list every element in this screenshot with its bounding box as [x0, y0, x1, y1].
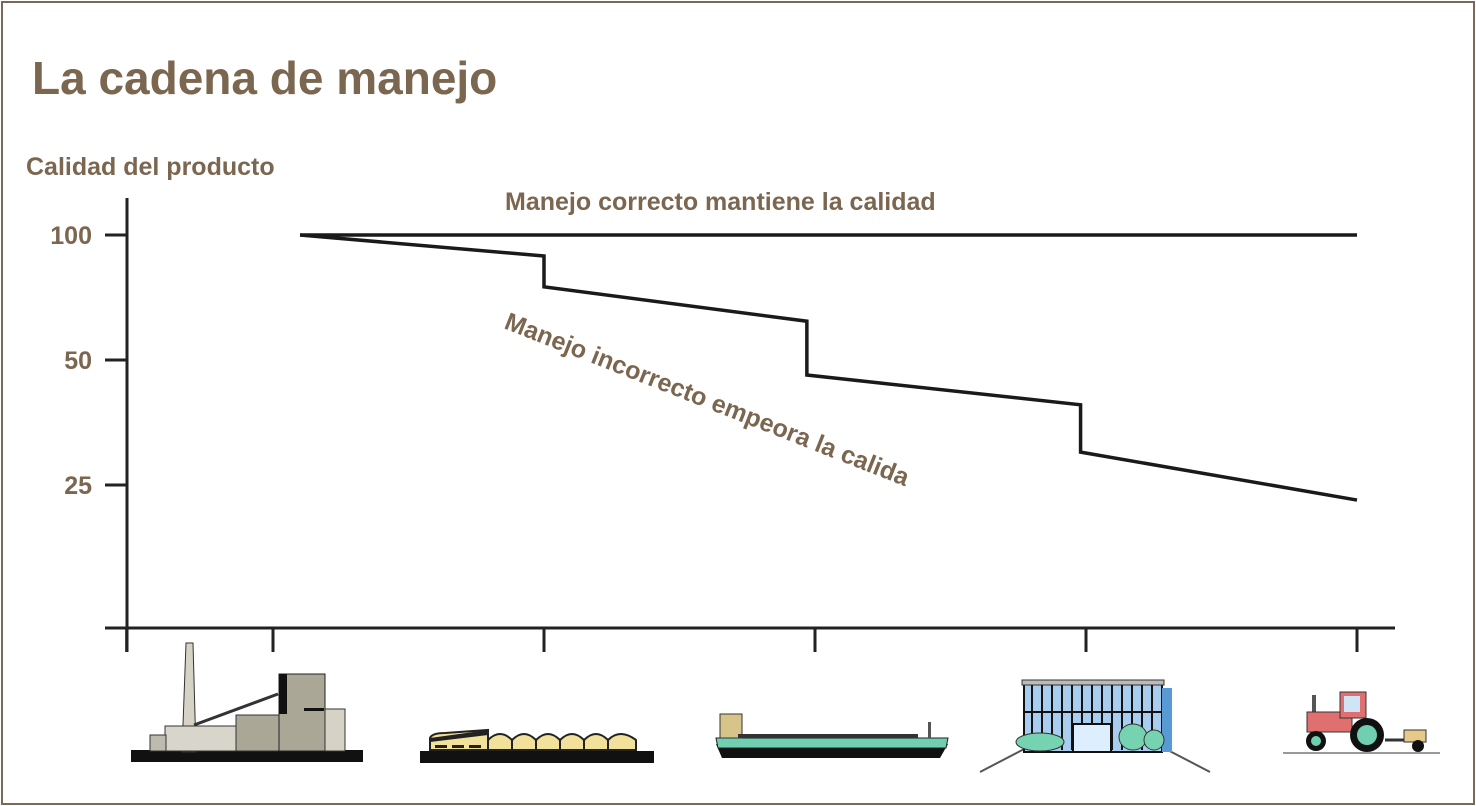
warehouse-icon	[420, 728, 654, 763]
series-line-incorrect	[299, 233, 1358, 502]
y-axis-label: Calidad del producto	[26, 153, 275, 181]
y-tick-label: 25	[64, 472, 92, 500]
factory-icon	[131, 642, 363, 762]
tractor-icon	[1283, 691, 1440, 754]
y-tick-label: 100	[50, 222, 92, 250]
chart-title: La cadena de manejo	[32, 52, 497, 104]
series-label-correct: Manejo correcto mantiene la calidad	[505, 188, 936, 216]
ship-icon	[715, 713, 949, 758]
y-tick-label: 50	[64, 347, 92, 375]
series-label-incorrect: Manejo incorrecto empeora la calida	[501, 308, 914, 493]
office-building-icon	[979, 679, 1211, 773]
